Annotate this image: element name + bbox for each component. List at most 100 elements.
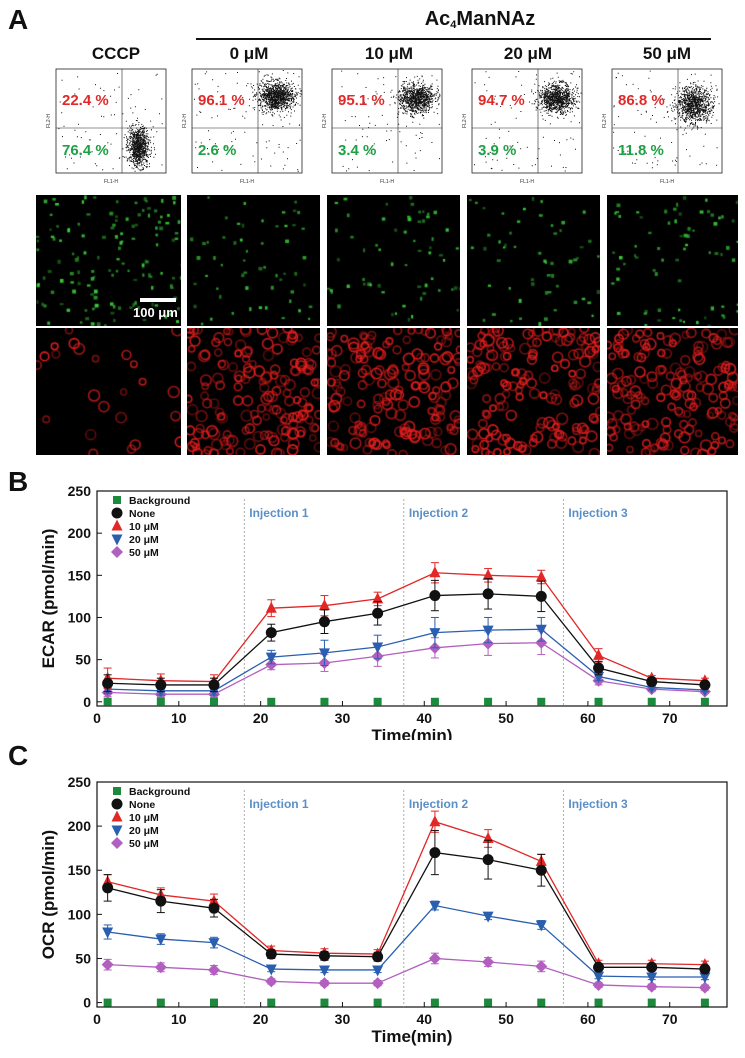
data-point xyxy=(155,679,167,691)
flow-plot-0um: FL1-H FL2-H 96.1 % 2.6 % xyxy=(178,66,306,186)
data-point xyxy=(102,882,114,894)
micro-green-20um xyxy=(467,195,600,326)
scale-bar-label: 100 μm xyxy=(133,305,178,320)
data-point xyxy=(373,697,382,706)
data-point xyxy=(428,952,441,965)
flow-scatter-10um: FL1-H FL2-H xyxy=(322,68,443,185)
flow-plot-10um: FL1-H FL2-H 95.1 % 3.4 % xyxy=(318,66,446,186)
series-line xyxy=(107,593,705,686)
data-point xyxy=(318,950,330,962)
flow-y-axis-label: FL2-H xyxy=(602,114,608,128)
lower-percent: 11.8 % xyxy=(618,142,664,159)
legend-marker xyxy=(111,798,123,810)
series-none xyxy=(102,830,711,975)
flow-x-axis-label: FL1-H xyxy=(380,179,394,185)
data-point xyxy=(482,911,494,923)
data-point xyxy=(593,662,605,674)
y-axis-label: ECAR (pmol/min) xyxy=(39,529,58,669)
lower-percent: 76.4 % xyxy=(62,142,109,159)
scatter-points xyxy=(194,70,302,172)
data-point xyxy=(646,961,658,973)
flow-y-axis-label: FL2-H xyxy=(46,114,52,128)
data-point xyxy=(429,847,441,859)
scatter-points xyxy=(339,70,441,172)
upper-percent: 94.7 % xyxy=(478,92,525,109)
y-tick-label: 50 xyxy=(75,950,91,966)
injection-label: Injection 2 xyxy=(409,506,469,520)
lower-percent: 3.4 % xyxy=(338,142,377,159)
data-point xyxy=(430,697,439,706)
data-point xyxy=(535,960,548,973)
legend-label: None xyxy=(129,508,155,520)
data-point xyxy=(320,998,329,1007)
flow-y-axis-label: FL2-H xyxy=(182,114,188,128)
data-point xyxy=(208,902,220,914)
data-point xyxy=(484,697,493,706)
x-tick-label: 60 xyxy=(580,1011,596,1027)
series-background xyxy=(103,998,709,1007)
flow-scatter-cccp: FL1-H FL2-H xyxy=(46,68,167,185)
data-point xyxy=(155,895,167,907)
series-line xyxy=(107,904,705,978)
column-label-20um: 20 μM xyxy=(503,44,553,63)
flow-x-axis-label: FL1-H xyxy=(240,179,254,185)
data-point xyxy=(646,676,658,688)
data-point xyxy=(482,588,494,600)
series-line xyxy=(107,820,705,966)
y-tick-label: 200 xyxy=(68,818,92,834)
data-point xyxy=(103,697,112,706)
legend-marker xyxy=(111,810,123,822)
series-background xyxy=(103,697,709,706)
series-line xyxy=(107,572,705,683)
data-point xyxy=(267,697,276,706)
data-point xyxy=(373,998,382,1007)
data-point xyxy=(372,951,384,963)
flow-x-axis-label: FL1-H xyxy=(660,179,674,185)
lower-percent: 3.9 % xyxy=(478,142,517,159)
column-label-cccp: CCCP xyxy=(91,44,141,63)
data-point xyxy=(102,677,114,689)
scatter-points xyxy=(613,70,720,169)
x-axis-label: Time(min) xyxy=(372,1027,453,1046)
data-point xyxy=(318,599,330,611)
y-tick-label: 100 xyxy=(68,906,92,922)
panel-label-c: C xyxy=(8,740,29,771)
ecar-chart: 0 50 100 150 200 250 0 10 20 30 40 50 60 70 Time(min) E… xyxy=(39,483,728,740)
data-point xyxy=(535,864,547,876)
x-tick-label: 0 xyxy=(93,710,101,726)
data-point xyxy=(484,998,493,1007)
y-tick-label: 200 xyxy=(68,525,92,541)
scale-bar xyxy=(140,298,176,302)
data-point xyxy=(535,590,547,602)
data-point xyxy=(593,648,605,660)
data-point xyxy=(318,648,330,660)
micro-red-50um xyxy=(607,328,738,455)
data-point xyxy=(372,592,384,604)
legend-label: 50 μM xyxy=(129,838,159,850)
data-point xyxy=(154,961,167,974)
flow-y-axis-label: FL2-H xyxy=(462,114,468,128)
data-point xyxy=(535,920,547,932)
data-point xyxy=(594,998,603,1007)
column-label-50um: 50 μM xyxy=(642,44,692,63)
series-10-m xyxy=(102,810,711,970)
panel-label-b: B xyxy=(8,466,29,497)
injection-label: Injection 1 xyxy=(249,506,309,520)
data-point xyxy=(535,636,548,649)
injection-label: Injection 3 xyxy=(568,506,628,520)
data-point xyxy=(430,998,439,1007)
data-point xyxy=(102,927,114,939)
legend-label: Background xyxy=(129,786,190,798)
legend-marker xyxy=(111,546,123,558)
data-point xyxy=(208,963,220,976)
y-tick-label: 250 xyxy=(68,774,92,790)
series-50-m xyxy=(101,630,711,701)
legend-marker xyxy=(111,825,123,837)
data-point xyxy=(537,697,546,706)
data-point xyxy=(265,601,277,613)
flow-scatter-20um: FL1-H FL2-H xyxy=(462,68,583,185)
upper-percent: 96.1 % xyxy=(198,92,245,109)
upper-percent: 95.1 % xyxy=(338,92,385,109)
